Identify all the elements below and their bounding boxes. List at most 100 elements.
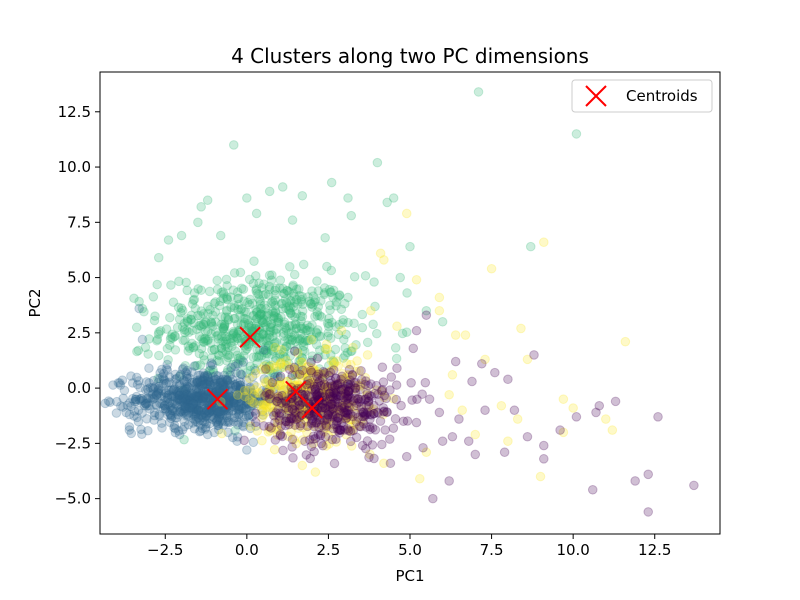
cluster-1-point [189,404,200,415]
cluster-2-point [261,359,272,370]
cluster-3-point [607,425,618,435]
cluster-2-point [285,334,295,345]
cluster-0-point [643,469,654,480]
cluster-2-point [255,303,266,314]
cluster-1-point [205,380,216,391]
cluster-2-point [338,353,349,363]
cluster-1-point [187,418,198,428]
cluster-2-point [179,324,190,335]
cluster-2-point [178,335,188,346]
cluster-2-point [213,330,223,340]
cluster-1-point [233,420,243,430]
cluster-2-point [236,334,247,344]
cluster-0-point [267,377,278,388]
cluster-2-point [290,336,301,347]
cluster-2-point [313,301,324,312]
cluster-1-point [202,429,213,440]
cluster-2-point [196,285,206,295]
cluster-0-point [377,362,388,373]
cluster-1-point [156,391,167,401]
cluster-1-point [210,374,221,384]
cluster-0-point [275,371,286,382]
cluster-2-point [132,346,142,357]
cluster-2-point [292,299,303,309]
cluster-2-point [222,280,232,291]
cluster-1-point [180,403,191,414]
cluster-1-point [144,400,154,411]
cluster-1-point [214,386,225,397]
cluster-1-point [168,392,179,402]
cluster-1-point [124,425,135,435]
cluster-2-point [214,300,225,311]
cluster-1-point [238,411,248,422]
cluster-1-point [202,390,212,400]
cluster-2-point [235,310,245,321]
cluster-2-point [209,344,220,355]
cluster-1-point [209,378,220,389]
cluster-1-point [171,387,182,397]
cluster-2-point [313,352,324,362]
cluster-2-point [333,329,344,340]
cluster-2-point [274,283,285,293]
cluster-0-point [398,416,409,427]
cluster-2-point [372,157,383,168]
cluster-1-point [161,387,171,398]
cluster-1-point [212,386,222,397]
cluster-2-point [295,311,306,322]
cluster-2-point [154,350,164,361]
cluster-2-point [221,355,232,366]
cluster-1-point [216,375,226,385]
cluster-1-point [196,389,207,399]
cluster-2-point [148,292,159,302]
cluster-2-point [177,322,188,332]
cluster-2-point [201,335,211,346]
cluster-1-point [237,420,248,431]
cluster-2-point [217,347,228,358]
cluster-1-point [199,371,210,381]
cluster-2-point [265,322,275,332]
cluster-1-point [227,391,237,402]
cluster-1-point [220,416,231,427]
cluster-1-point [185,394,195,405]
cluster-2-point [271,328,282,339]
cluster-2-point [212,331,222,341]
cluster-1-point [166,385,176,396]
cluster-2-point [222,334,232,345]
cluster-1-point [266,394,276,405]
cluster-2-point [297,337,308,348]
cluster-2-point [340,351,350,361]
cluster-2-point [266,298,277,308]
cluster-2-point [285,308,296,319]
cluster-1-point [231,381,242,392]
cluster-0-point [331,434,341,444]
cluster-1-point [151,399,162,410]
cluster-0-point [610,396,621,407]
cluster-2-point [233,304,243,315]
cluster-2-point [187,299,198,309]
cluster-2-point [357,309,368,320]
cluster-2-point [292,369,303,380]
cluster-2-point [401,327,412,337]
cluster-0-point [294,369,305,380]
cluster-2-point [279,347,289,357]
cluster-1-point [221,410,232,421]
cluster-2-point [280,322,290,333]
cluster-2-point [276,362,287,373]
cluster-2-point [218,336,228,347]
cluster-2-point [264,330,274,340]
cluster-1-point [170,406,181,417]
x-tick-label: 2.5 [316,541,340,559]
x-tick-label: 7.5 [480,541,504,559]
cluster-1-point [226,362,236,373]
cluster-2-point [227,341,237,352]
cluster-1-point [174,371,185,382]
chart-title: 4 Clusters along two PC dimensions [231,44,589,68]
cluster-1-point [191,384,202,395]
cluster-1-point [262,384,272,395]
cluster-2-point [231,331,241,342]
cluster-2-point [223,350,233,360]
cluster-1-point [211,408,221,418]
cluster-2-point [312,325,323,335]
cluster-2-point [322,318,333,329]
cluster-2-point [228,285,238,295]
